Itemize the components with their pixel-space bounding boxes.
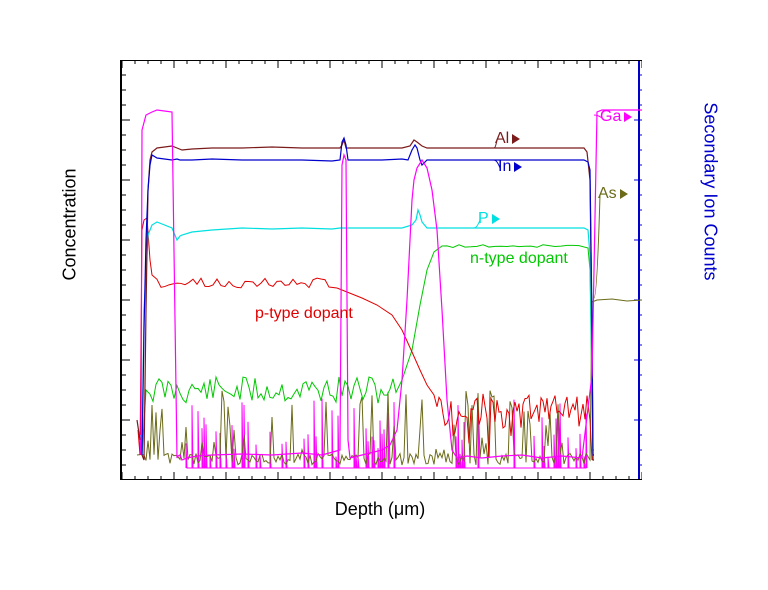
arrow-icon [620, 189, 628, 199]
series-In [140, 138, 594, 455]
series-Ga [140, 110, 642, 460]
label-p_type: p-type dopant [255, 305, 353, 323]
arrow-icon [514, 162, 522, 172]
label-P: P [478, 210, 500, 228]
plot-svg [122, 60, 642, 480]
label-n_type: n-type dopant [470, 250, 568, 268]
chart-container: Concentration Secondary Ion Counts Depth… [60, 40, 700, 520]
y-axis-right-label: Secondary Ion Counts [700, 102, 721, 280]
label-Al: Al [495, 130, 520, 148]
y-axis-left-label: Concentration [60, 168, 81, 280]
x-axis-label: Depth (μm) [335, 499, 425, 520]
series-As [137, 299, 642, 465]
arrow-icon [492, 214, 500, 224]
label-Ga: Ga [600, 108, 632, 126]
label-In: In [498, 158, 522, 176]
label-As: As [598, 185, 628, 203]
arrow-icon [624, 112, 632, 122]
plot-area [120, 60, 640, 480]
arrow-icon [512, 134, 520, 144]
